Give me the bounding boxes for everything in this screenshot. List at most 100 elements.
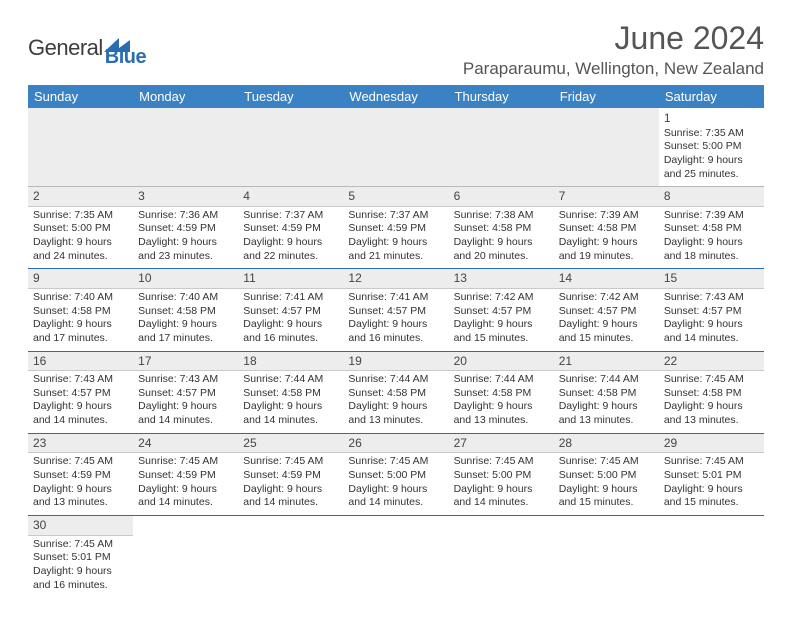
day-number: 25 <box>243 436 256 450</box>
daylight-line: Daylight: 9 hours and 15 minutes. <box>559 318 654 345</box>
calendar-day-cell: 18Sunrise: 7:44 AMSunset: 4:58 PMDayligh… <box>238 351 343 433</box>
calendar-body: 1Sunrise: 7:35 AMSunset: 5:00 PMDaylight… <box>28 108 764 597</box>
sunset-line: Sunset: 5:00 PM <box>664 140 759 154</box>
day-details: Sunrise: 7:43 AMSunset: 4:57 PMDaylight:… <box>138 373 233 428</box>
day-number-band: 27 <box>449 434 554 454</box>
calendar-day-cell: 22Sunrise: 7:45 AMSunset: 4:58 PMDayligh… <box>659 351 764 433</box>
calendar-day-cell: 2Sunrise: 7:35 AMSunset: 5:00 PMDaylight… <box>28 187 133 269</box>
weekday-header: Thursday <box>449 85 554 108</box>
calendar-day-cell: 10Sunrise: 7:40 AMSunset: 4:58 PMDayligh… <box>133 269 238 351</box>
calendar-day-cell: 21Sunrise: 7:44 AMSunset: 4:58 PMDayligh… <box>554 351 659 433</box>
daylight-line: Daylight: 9 hours and 13 minutes. <box>454 400 549 427</box>
sunrise-line: Sunrise: 7:45 AM <box>559 455 654 469</box>
day-details: Sunrise: 7:45 AMSunset: 5:00 PMDaylight:… <box>348 455 443 510</box>
sunset-line: Sunset: 5:00 PM <box>454 469 549 483</box>
calendar-week-row: 30 Sunrise: 7:45 AMSunset: 5:01 PMDayligh… <box>28 515 764 597</box>
daylight-line: Daylight: 9 hours and 23 minutes. <box>138 236 233 263</box>
calendar-day-cell: 12Sunrise: 7:41 AMSunset: 4:57 PMDayligh… <box>343 269 448 351</box>
sunset-line: Sunset: 4:59 PM <box>243 469 338 483</box>
calendar-day-cell: 30 Sunrise: 7:45 AMSunset: 5:01 PMDayligh… <box>28 515 133 597</box>
sunset-line: Sunset: 4:58 PM <box>243 387 338 401</box>
day-number-band: 24 <box>133 434 238 454</box>
calendar-day-cell: 25Sunrise: 7:45 AMSunset: 4:59 PMDayligh… <box>238 433 343 515</box>
daylight-line: Daylight: 9 hours and 16 minutes. <box>243 318 338 345</box>
sunset-line: Sunset: 4:57 PM <box>243 305 338 319</box>
sunrise-line: Sunrise: 7:45 AM <box>33 538 128 552</box>
sunset-line: Sunset: 4:57 PM <box>348 305 443 319</box>
daylight-line: Daylight: 9 hours and 15 minutes. <box>454 318 549 345</box>
day-number: 30 <box>33 518 46 532</box>
sunset-line: Sunset: 4:58 PM <box>454 222 549 236</box>
day-number: 29 <box>664 436 677 450</box>
sunrise-line: Sunrise: 7:41 AM <box>243 291 338 305</box>
calendar-day-cell <box>343 515 448 597</box>
day-number-band: 8 <box>659 187 764 207</box>
calendar-table: Sunday Monday Tuesday Wednesday Thursday… <box>28 85 764 597</box>
weekday-header: Saturday <box>659 85 764 108</box>
calendar-day-cell: 26Sunrise: 7:45 AMSunset: 5:00 PMDayligh… <box>343 433 448 515</box>
sunset-line: Sunset: 4:59 PM <box>33 469 128 483</box>
day-number: 22 <box>664 354 677 368</box>
calendar-day-cell: 29 Sunrise: 7:45 AMSunset: 5:01 PMDayligh… <box>659 433 764 515</box>
day-number: 8 <box>664 189 671 203</box>
sunrise-line: Sunrise: 7:40 AM <box>33 291 128 305</box>
sunrise-line: Sunrise: 7:43 AM <box>33 373 128 387</box>
calendar-day-cell <box>133 515 238 597</box>
calendar-week-row: 1Sunrise: 7:35 AMSunset: 5:00 PMDaylight… <box>28 108 764 187</box>
day-number-band: 3 <box>133 187 238 207</box>
calendar-day-cell: 19Sunrise: 7:44 AMSunset: 4:58 PMDayligh… <box>343 351 448 433</box>
day-details: Sunrise: 7:45 AMSunset: 4:59 PMDaylight:… <box>138 455 233 510</box>
day-details: Sunrise: 7:44 AMSunset: 4:58 PMDaylight:… <box>348 373 443 428</box>
daylight-line: Daylight: 9 hours and 14 minutes. <box>454 483 549 510</box>
daylight-line: Daylight: 9 hours and 17 minutes. <box>33 318 128 345</box>
calendar-day-cell <box>133 108 238 187</box>
sunrise-line: Sunrise: 7:42 AM <box>559 291 654 305</box>
day-details: Sunrise: 7:44 AMSunset: 4:58 PMDaylight:… <box>454 373 549 428</box>
day-number: 24 <box>138 436 151 450</box>
calendar-day-cell: 3Sunrise: 7:36 AMSunset: 4:59 PMDaylight… <box>133 187 238 269</box>
day-details: Sunrise: 7:42 AMSunset: 4:57 PMDaylight:… <box>454 291 549 346</box>
calendar-day-cell: 14Sunrise: 7:42 AMSunset: 4:57 PMDayligh… <box>554 269 659 351</box>
day-details: Sunrise: 7:45 AMSunset: 5:01 PMDaylight:… <box>33 538 128 593</box>
sunrise-line: Sunrise: 7:43 AM <box>664 291 759 305</box>
day-number-band: 17 <box>133 352 238 372</box>
day-number-band: 10 <box>133 269 238 289</box>
weekday-header: Tuesday <box>238 85 343 108</box>
day-number-band: 26 <box>343 434 448 454</box>
sunset-line: Sunset: 4:57 PM <box>138 387 233 401</box>
day-number: 3 <box>138 189 145 203</box>
day-number-band: 30 <box>28 516 133 536</box>
calendar-day-cell: 4Sunrise: 7:37 AMSunset: 4:59 PMDaylight… <box>238 187 343 269</box>
daylight-line: Daylight: 9 hours and 21 minutes. <box>348 236 443 263</box>
sunrise-line: Sunrise: 7:44 AM <box>243 373 338 387</box>
location-subtitle: Paraparaumu, Wellington, New Zealand <box>463 59 764 79</box>
calendar-day-cell <box>659 515 764 597</box>
daylight-line: Daylight: 9 hours and 15 minutes. <box>664 483 759 510</box>
day-number: 5 <box>348 189 355 203</box>
sunrise-line: Sunrise: 7:38 AM <box>454 209 549 223</box>
day-number-band: 20 <box>449 352 554 372</box>
sunrise-line: Sunrise: 7:36 AM <box>138 209 233 223</box>
day-details: Sunrise: 7:45 AMSunset: 5:01 PMDaylight:… <box>664 455 759 510</box>
sunrise-line: Sunrise: 7:39 AM <box>664 209 759 223</box>
title-block: June 2024 Paraparaumu, Wellington, New Z… <box>463 20 764 79</box>
day-number-band: 15 <box>659 269 764 289</box>
daylight-line: Daylight: 9 hours and 25 minutes. <box>664 154 759 181</box>
day-number: 7 <box>559 189 566 203</box>
day-details: Sunrise: 7:35 AMSunset: 5:00 PMDaylight:… <box>33 209 128 264</box>
sunset-line: Sunset: 5:01 PM <box>664 469 759 483</box>
day-number-band: 5 <box>343 187 448 207</box>
sunrise-line: Sunrise: 7:35 AM <box>664 127 759 141</box>
day-number-band: 21 <box>554 352 659 372</box>
weekday-header: Monday <box>133 85 238 108</box>
day-number-band: 28 <box>554 434 659 454</box>
day-number-band: 19 <box>343 352 448 372</box>
day-number: 23 <box>33 436 46 450</box>
day-number: 16 <box>33 354 46 368</box>
calendar-day-cell: 20Sunrise: 7:44 AMSunset: 4:58 PMDayligh… <box>449 351 554 433</box>
sunrise-line: Sunrise: 7:35 AM <box>33 209 128 223</box>
daylight-line: Daylight: 9 hours and 13 minutes. <box>559 400 654 427</box>
sunset-line: Sunset: 4:57 PM <box>33 387 128 401</box>
calendar-week-row: 16Sunrise: 7:43 AMSunset: 4:57 PMDayligh… <box>28 351 764 433</box>
day-details: Sunrise: 7:37 AMSunset: 4:59 PMDaylight:… <box>243 209 338 264</box>
